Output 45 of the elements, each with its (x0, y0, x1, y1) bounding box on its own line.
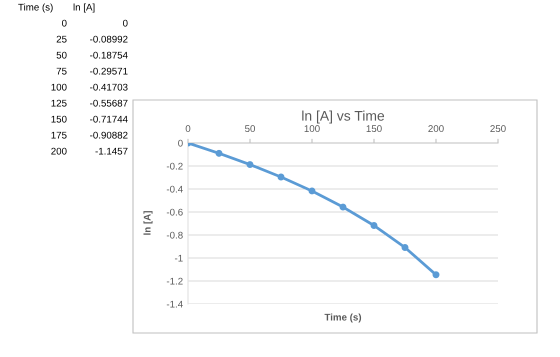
y-axis-title: ln [A] (143, 211, 153, 235)
text: 175 (52, 132, 67, 139)
y-tick-label: -0.4 (166, 186, 183, 193)
x-tick-label: 150 (366, 125, 382, 132)
y-tick-label: -0.6 (166, 208, 183, 216)
text: -0.71744 (90, 116, 128, 123)
x-tick-label: 100 (304, 125, 320, 132)
point (402, 244, 408, 251)
y-tick-label: -0.8 (166, 232, 183, 239)
text: 200 (51, 148, 67, 155)
text: 100 (52, 84, 67, 91)
y-tick-label: -1 (174, 254, 183, 262)
text: Time (s) (18, 3, 53, 13)
x-tick-label: 50 (244, 125, 256, 132)
text: -0.08992 (90, 36, 128, 43)
point (308, 187, 316, 194)
text: -0.55687 (90, 100, 128, 107)
y-tick-label: -1.4 (166, 300, 183, 308)
text: 125 (52, 100, 67, 107)
text: 150 (52, 116, 67, 123)
x-tick-label: 250 (490, 125, 506, 132)
x-tick-label: 200 (428, 125, 444, 132)
chart-title: ln [A] vs Time (302, 110, 384, 124)
text: -0.90882 (90, 132, 128, 139)
y-tick-label: -1.2 (166, 278, 183, 285)
point (246, 161, 254, 168)
text: -0.41703 (90, 84, 128, 91)
text: 0 (122, 20, 128, 27)
text: 50 (56, 52, 67, 59)
point (370, 222, 378, 229)
point (432, 271, 440, 278)
text: -0.18754 (90, 52, 128, 59)
text: -1.1457 (95, 148, 128, 155)
point (216, 150, 222, 157)
text: ln [A] (74, 3, 94, 13)
y-tick-label: 0 (178, 140, 183, 147)
y-tick-label: -0.2 (166, 162, 183, 170)
text: 75 (56, 68, 67, 75)
point (340, 204, 346, 211)
text: 0 (62, 20, 67, 27)
text: 25 (56, 36, 67, 43)
x-tick-label: 0 (186, 125, 190, 132)
text: -0.29571 (90, 68, 128, 75)
x-axis-title: Time (s) (324, 313, 362, 323)
point (278, 174, 284, 180)
